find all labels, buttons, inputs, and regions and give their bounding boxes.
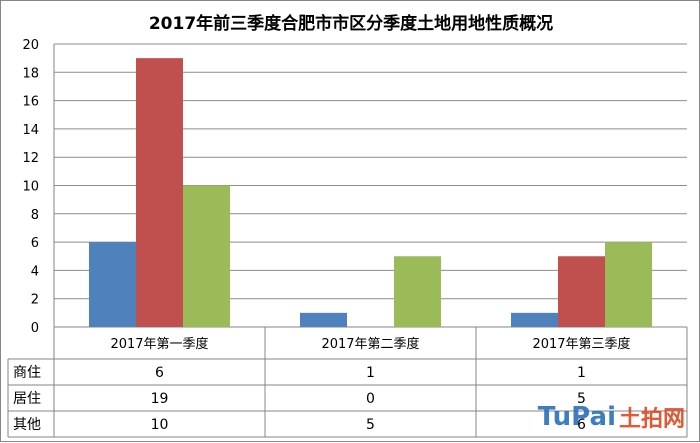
series-label: 其他 — [13, 417, 41, 433]
table-cell-value: 10 — [151, 417, 169, 433]
bar-1-2 — [394, 256, 441, 327]
table-cell-value: 19 — [151, 391, 169, 407]
y-tick-label: 8 — [31, 208, 39, 223]
bar-0-2 — [183, 185, 230, 327]
series-label: 商住 — [13, 365, 41, 381]
y-tick-label: 14 — [22, 123, 39, 138]
bar-1-0 — [300, 312, 347, 327]
table-cell-value: 0 — [366, 391, 375, 407]
bars-group — [89, 58, 652, 328]
tupai-logo: TuPai — [538, 404, 616, 430]
x-tick-label: 2017年第二季度 — [321, 336, 419, 352]
tupai-watermark: TuPai 土拍网 — [538, 401, 685, 433]
y-tick-label: 12 — [22, 151, 39, 166]
tupai-logo-cn: 土拍网 — [618, 407, 685, 432]
y-tick-label: 18 — [22, 66, 39, 81]
y-axis-ticks: 0 2 4 6 8 10 12 14 16 18 20 — [22, 38, 39, 336]
x-tick-label: 2017年第三季度 — [532, 336, 630, 352]
bar-2-0 — [511, 312, 558, 327]
table-cell-value: 1 — [577, 365, 586, 381]
y-tick-label: 6 — [31, 236, 39, 251]
y-tick-label: 4 — [31, 264, 39, 279]
bar-2-2 — [605, 242, 652, 327]
y-tick-label: 10 — [22, 180, 39, 195]
tupai-logo-text: TuPai — [537, 402, 616, 432]
bar-0-1 — [136, 58, 183, 328]
bar-2-1 — [558, 256, 605, 327]
y-tick-label: 20 — [22, 38, 39, 53]
x-tick-label: 2017年第一季度 — [110, 336, 208, 352]
table-cell-value: 1 — [366, 365, 375, 381]
table-cell-value: 5 — [577, 391, 586, 407]
bar-0-0 — [89, 242, 136, 327]
series-label: 居住 — [13, 391, 41, 407]
chart-title: 2017年前三季度合肥市市区分季度土地用地性质概况 — [149, 13, 553, 34]
table-cell-value: 6 — [155, 365, 164, 381]
y-tick-label: 16 — [22, 95, 39, 110]
y-tick-label: 0 — [31, 321, 39, 336]
table-cell-value: 6 — [577, 417, 586, 433]
y-tick-label: 2 — [31, 293, 39, 308]
table-cell-value: 5 — [366, 417, 375, 433]
